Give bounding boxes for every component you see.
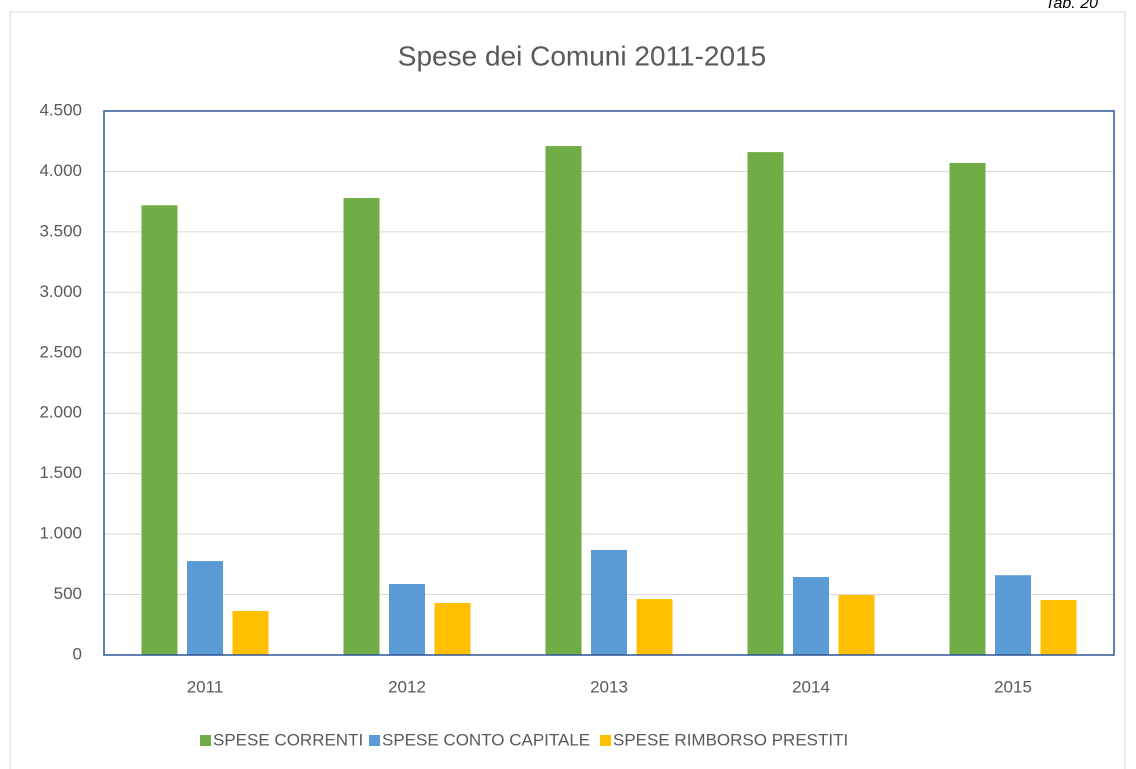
- y-tick-label: 1.000: [39, 524, 82, 543]
- bar: [389, 584, 425, 655]
- plot-frame: [103, 110, 1115, 656]
- x-tick-label: 2012: [388, 677, 426, 696]
- bar: [343, 198, 380, 656]
- bar: [793, 577, 829, 655]
- bar: [591, 549, 627, 655]
- bar: [434, 603, 471, 655]
- legend-swatch: [369, 735, 380, 746]
- legend-label: SPESE CORRENTI: [213, 730, 363, 749]
- y-tick-label: 2.500: [39, 342, 82, 361]
- bar: [1040, 599, 1077, 655]
- bar: [232, 610, 269, 655]
- bar: [141, 205, 178, 655]
- y-tick-label: 0: [73, 644, 82, 663]
- x-tick-label: 2013: [590, 677, 628, 696]
- bar: [747, 152, 784, 655]
- bar: [995, 575, 1031, 655]
- y-tick-label: 2.000: [39, 403, 82, 422]
- y-tick-label: 1.500: [39, 463, 82, 482]
- y-tick-label: 4.500: [39, 100, 82, 119]
- bar: [636, 599, 673, 655]
- y-tick-label: 3.000: [39, 282, 82, 301]
- caption: Tab. 20: [1045, 0, 1098, 12]
- x-tick-label: 2014: [792, 677, 830, 696]
- legend-swatch: [600, 735, 611, 746]
- bar: [838, 595, 875, 655]
- legend-swatch: [200, 735, 211, 746]
- bar: [545, 146, 582, 655]
- bar: [187, 561, 223, 655]
- chart-title: Spese dei Comuni 2011-2015: [398, 40, 766, 71]
- legend-label: SPESE RIMBORSO PRESTITI: [613, 730, 848, 749]
- x-tick-label: 2015: [994, 677, 1032, 696]
- x-tick-label: 2011: [187, 677, 224, 696]
- y-tick-label: 4.000: [39, 161, 82, 180]
- y-tick-label: 500: [54, 584, 82, 603]
- legend-label: SPESE CONTO CAPITALE: [382, 730, 590, 749]
- bar: [949, 162, 986, 655]
- y-tick-label: 3.500: [39, 221, 82, 240]
